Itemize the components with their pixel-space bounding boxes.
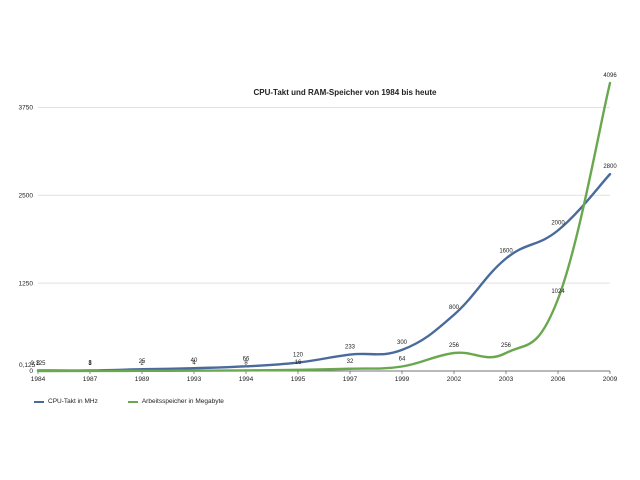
y-tick-label-extra: 0,125 (19, 362, 36, 369)
data-label: 2800 (603, 164, 617, 170)
y-tick-label: 1250 (19, 280, 34, 287)
data-label: 1 (88, 361, 92, 367)
x-tick-label: 1987 (83, 376, 98, 383)
legend-swatch-cpu (34, 400, 44, 403)
data-label: 2000 (551, 220, 565, 226)
series-line-1 (36, 81, 612, 373)
data-label: 0,125 (30, 361, 46, 367)
x-tick-label: 2002 (447, 376, 462, 383)
x-tick-label: 1984 (31, 376, 46, 383)
legend: CPU-Takt in MHz Arbeitsspeicher in Megab… (34, 398, 224, 405)
x-tick-label: 1994 (239, 376, 254, 383)
data-label: 300 (397, 340, 408, 346)
x-tick-label: 1989 (135, 376, 150, 383)
data-label: 64 (399, 357, 406, 363)
x-tick-label: 1993 (187, 376, 202, 383)
legend-label-cpu: CPU-Takt in MHz (48, 398, 98, 405)
x-tick-label: 2003 (499, 376, 514, 383)
data-labels: 8 8 25 40 66 120 233 300 800 1600 2000 2800 0,125 1 2 4… (30, 73, 617, 367)
data-label: 4096 (603, 73, 617, 79)
y-tick-label: 0 (29, 368, 33, 375)
x-axis: 1984 1987 1989 1993 1994 1995 1997 1999 2002 2003… (31, 371, 618, 383)
data-label: 25 (139, 359, 146, 365)
y-tick-label: 2500 (19, 192, 34, 199)
x-tick-label: 1995 (291, 376, 306, 383)
data-label: 4 (192, 361, 196, 367)
series-line-0 (36, 172, 612, 372)
data-label: 32 (347, 359, 354, 365)
data-label: 66 (243, 356, 250, 362)
grid (38, 107, 610, 372)
y-tick-label: 3750 (19, 105, 34, 112)
x-tick-label: 2009 (603, 376, 618, 383)
data-label: 8 (244, 360, 248, 366)
chart-title: CPU-Takt und RAM-Speicher von 1984 bis h… (254, 88, 438, 97)
x-tick-label: 1997 (343, 376, 358, 383)
data-label: 1600 (499, 249, 513, 255)
data-label: 8 (88, 360, 92, 366)
data-label: 120 (293, 353, 304, 359)
data-label: 233 (345, 345, 356, 351)
data-label: 8 (36, 360, 40, 366)
y-axis: 0 1250 2500 3750 0,125 (19, 105, 36, 376)
data-label: 2 (140, 361, 144, 367)
legend-label-ram: Arbeitsspeicher in Megabyte (141, 398, 224, 405)
data-label: 1024 (551, 289, 565, 295)
data-label: 256 (501, 343, 512, 349)
series-lines (36, 81, 612, 373)
legend-item-ram: Arbeitsspeicher in Megabyte (127, 398, 224, 405)
data-label: 40 (191, 358, 198, 364)
data-label: 800 (449, 305, 460, 311)
legend-item-cpu: CPU-Takt in MHz (34, 398, 98, 405)
data-label: 256 (449, 343, 460, 349)
legend-swatch-ram (127, 400, 138, 403)
x-tick-label: 2006 (551, 376, 566, 383)
data-label: 16 (295, 360, 302, 366)
x-tick-label: 1999 (395, 376, 410, 383)
